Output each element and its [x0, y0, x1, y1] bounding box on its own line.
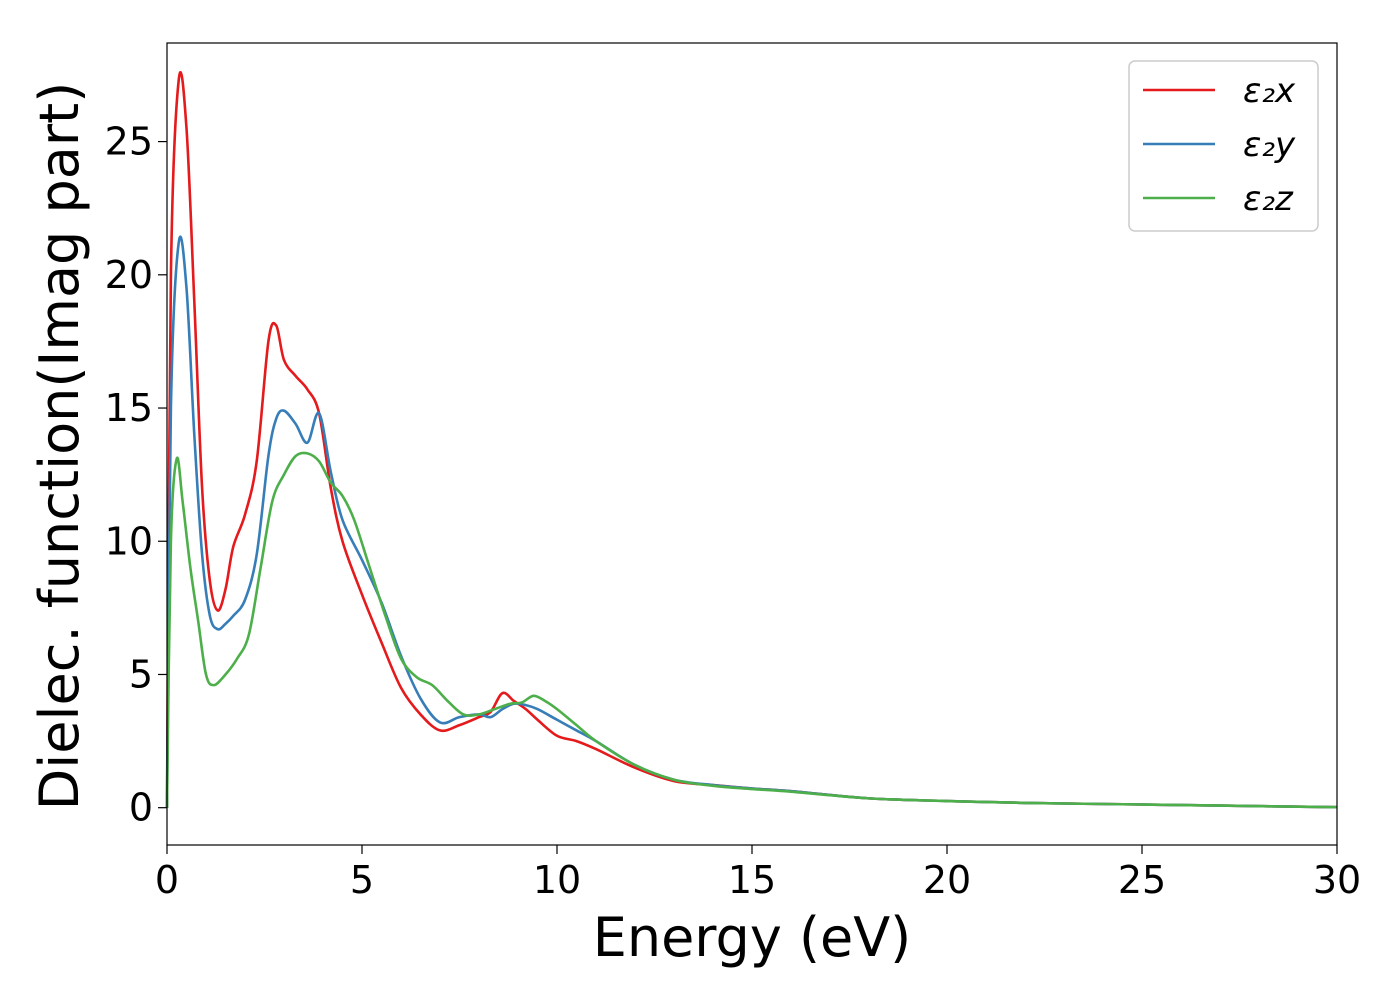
y-tick-label: 5: [129, 652, 153, 696]
y-axis: 0 5 10 15 20 25: [105, 120, 167, 830]
x-axis: 0 5 10 15 20 25 30: [155, 845, 1361, 902]
x-axis-label: Energy (eV): [593, 906, 912, 969]
legend-label-1: ε₂x: [1243, 71, 1296, 111]
y-tick-label: 10: [105, 519, 153, 563]
series-layer: [165, 71, 1338, 809]
x-tick-label: 15: [728, 858, 776, 902]
series-line-3: [165, 451, 1338, 809]
y-axis-label: Dielec. function(Imag part): [28, 82, 91, 811]
legend: ε₂x ε₂y ε₂z: [1128, 60, 1319, 232]
legend-box: [1128, 60, 1319, 232]
legend-label-3: ε₂z: [1243, 179, 1294, 219]
x-tick-label: 10: [533, 858, 581, 902]
x-tick-label: 25: [1118, 858, 1166, 902]
x-tick-label: 20: [923, 858, 971, 902]
y-tick-label: 25: [105, 120, 153, 164]
y-tick-label: 0: [129, 786, 153, 830]
x-tick-label: 0: [155, 858, 179, 902]
y-tick-label: 15: [105, 386, 153, 430]
x-tick-label: 5: [350, 858, 374, 902]
legend-label-2: ε₂y: [1243, 125, 1296, 165]
x-tick-label: 30: [1313, 858, 1361, 902]
y-tick-label: 20: [105, 253, 153, 297]
